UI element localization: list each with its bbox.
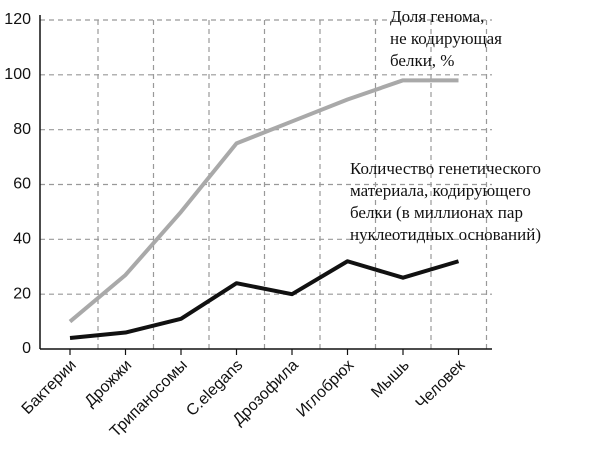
x-tick-label: Человек [413, 356, 469, 412]
series-label: нуклеотидных оснований) [350, 225, 541, 244]
x-tick-label: Иглобрюх [293, 357, 357, 421]
series-label: Доля генома, [390, 7, 484, 26]
series-label: Количество генетического [350, 159, 541, 178]
y-tick-label: 120 [4, 11, 31, 28]
y-tick-label: 60 [13, 176, 31, 193]
y-tick-label: 100 [4, 66, 31, 83]
y-tick-label: 20 [13, 285, 31, 302]
series-line [68, 78, 459, 324]
series-label: белки, % [390, 51, 454, 70]
series-line [69, 259, 460, 341]
y-tick-label: 80 [13, 121, 31, 138]
x-tick-label: Мышь [368, 357, 413, 402]
y-tick-label: 40 [13, 231, 31, 248]
y-tick-label: 0 [22, 340, 31, 357]
series-label: не кодирующая [390, 29, 502, 48]
series-label: белки (в миллионах пар [350, 203, 523, 222]
x-tick-label: Дрожжи [82, 357, 136, 411]
x-tick-label: Бактерии [19, 357, 80, 418]
series-label: материала, кодирующего [350, 181, 531, 200]
